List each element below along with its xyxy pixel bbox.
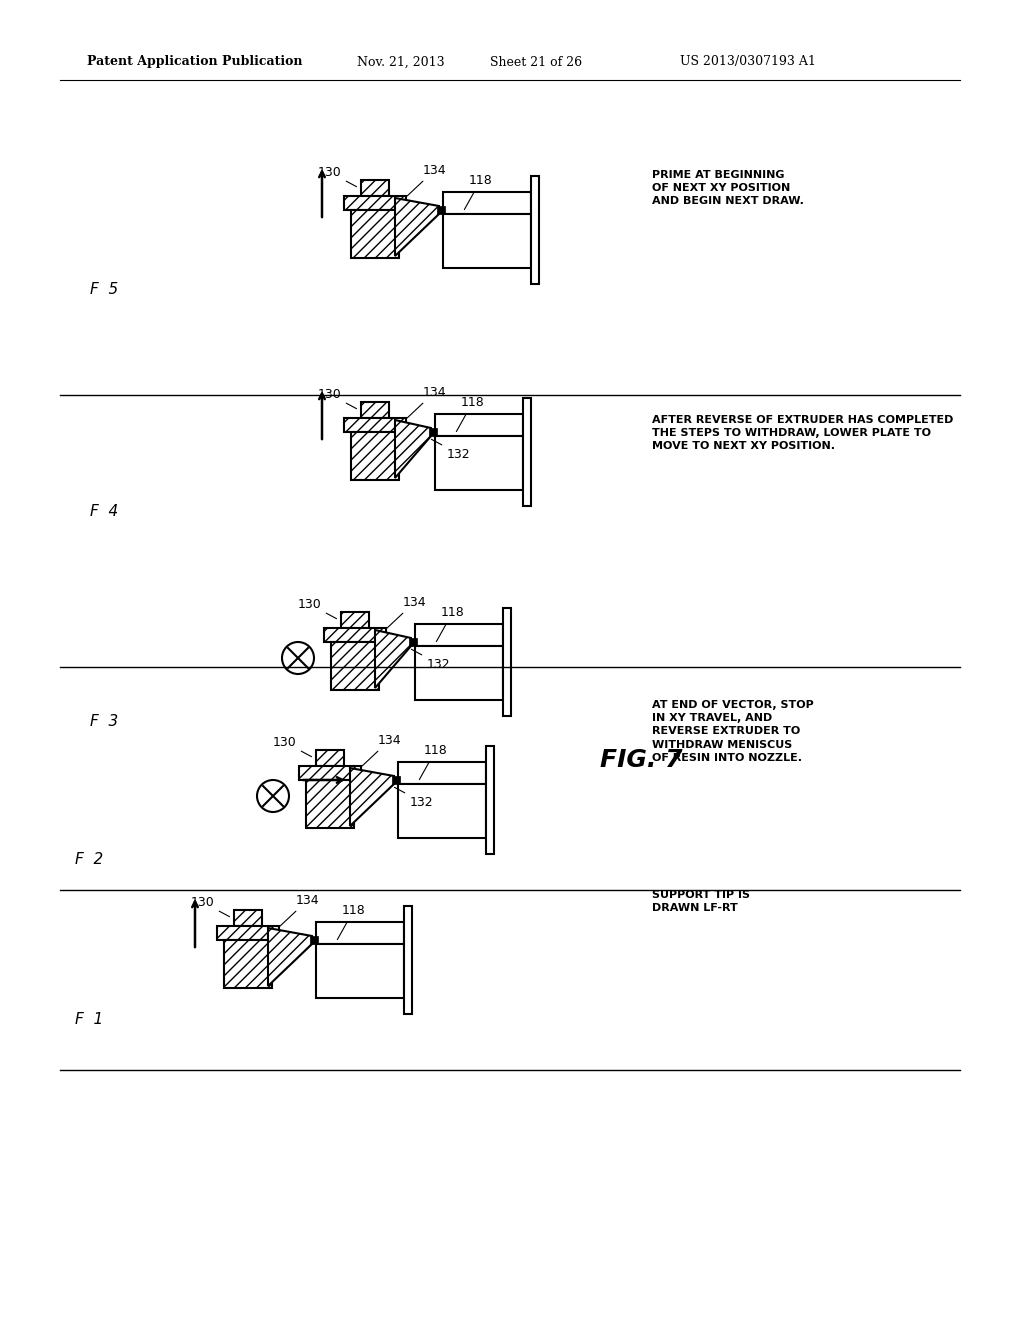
Bar: [435, 414, 523, 436]
Text: US 2013/0307193 A1: US 2013/0307193 A1: [680, 55, 816, 69]
Bar: [531, 176, 539, 284]
Text: 134: 134: [387, 595, 427, 628]
Text: 130: 130: [317, 165, 356, 186]
Bar: [217, 927, 279, 940]
Text: Patent Application Publication: Patent Application Publication: [87, 55, 302, 69]
Polygon shape: [268, 928, 312, 986]
Text: 118: 118: [420, 743, 447, 780]
Bar: [503, 609, 511, 715]
Text: 118: 118: [337, 903, 366, 940]
Bar: [398, 784, 486, 838]
Bar: [415, 624, 503, 645]
Text: F  2: F 2: [75, 853, 103, 867]
Bar: [392, 776, 400, 784]
Text: AT END OF VECTOR, STOP
IN XY TRAVEL, AND
REVERSE EXTRUDER TO
WITHDRAW MENISCUS
O: AT END OF VECTOR, STOP IN XY TRAVEL, AND…: [652, 700, 814, 763]
Text: 134: 134: [407, 385, 446, 418]
Bar: [324, 628, 386, 642]
Text: 130: 130: [272, 735, 311, 756]
Text: 134: 134: [407, 164, 446, 197]
Bar: [234, 909, 262, 927]
Bar: [435, 436, 523, 490]
Bar: [404, 906, 412, 1014]
Text: F  5: F 5: [90, 282, 118, 297]
Text: 132: 132: [431, 440, 471, 461]
Bar: [344, 195, 406, 210]
Bar: [443, 191, 531, 214]
Text: 130: 130: [190, 895, 229, 916]
Bar: [361, 403, 389, 418]
Text: FIG. 7: FIG. 7: [600, 748, 683, 772]
Polygon shape: [395, 420, 431, 478]
Bar: [443, 214, 531, 268]
Polygon shape: [350, 768, 394, 826]
Bar: [523, 399, 531, 506]
Bar: [351, 210, 399, 257]
Text: 130: 130: [317, 388, 356, 409]
Bar: [310, 936, 318, 944]
Text: 118: 118: [436, 606, 465, 642]
Bar: [299, 766, 361, 780]
Polygon shape: [375, 630, 411, 688]
Bar: [316, 944, 404, 998]
Bar: [316, 921, 404, 944]
Polygon shape: [395, 198, 439, 256]
Bar: [437, 206, 445, 214]
Text: 134: 134: [362, 734, 401, 766]
Text: 134: 134: [280, 894, 319, 927]
Text: 132: 132: [394, 787, 433, 808]
Bar: [486, 746, 494, 854]
Bar: [351, 432, 399, 480]
Bar: [344, 418, 406, 432]
Text: Nov. 21, 2013: Nov. 21, 2013: [357, 55, 444, 69]
Text: AFTER REVERSE OF EXTRUDER HAS COMPLETED
THE STEPS TO WITHDRAW, LOWER PLATE TO
MO: AFTER REVERSE OF EXTRUDER HAS COMPLETED …: [652, 414, 953, 451]
Text: 118: 118: [457, 396, 484, 432]
Bar: [361, 180, 389, 195]
Bar: [224, 940, 272, 987]
Bar: [316, 750, 344, 766]
Text: 132: 132: [412, 649, 451, 671]
Bar: [429, 428, 437, 436]
Text: 130: 130: [297, 598, 337, 619]
Text: SUPPORT TIP IS
DRAWN LF-RT: SUPPORT TIP IS DRAWN LF-RT: [652, 890, 750, 913]
Bar: [306, 780, 354, 828]
Bar: [341, 612, 369, 628]
Bar: [331, 642, 379, 690]
Text: F  4: F 4: [90, 504, 118, 520]
Text: PRIME AT BEGINNING
OF NEXT XY POSITION
AND BEGIN NEXT DRAW.: PRIME AT BEGINNING OF NEXT XY POSITION A…: [652, 170, 804, 206]
Bar: [398, 762, 486, 784]
Bar: [415, 645, 503, 700]
Text: Sheet 21 of 26: Sheet 21 of 26: [490, 55, 582, 69]
Text: F  3: F 3: [90, 714, 118, 730]
Text: F  1: F 1: [75, 1012, 103, 1027]
Bar: [409, 638, 417, 645]
Text: 118: 118: [464, 173, 493, 210]
